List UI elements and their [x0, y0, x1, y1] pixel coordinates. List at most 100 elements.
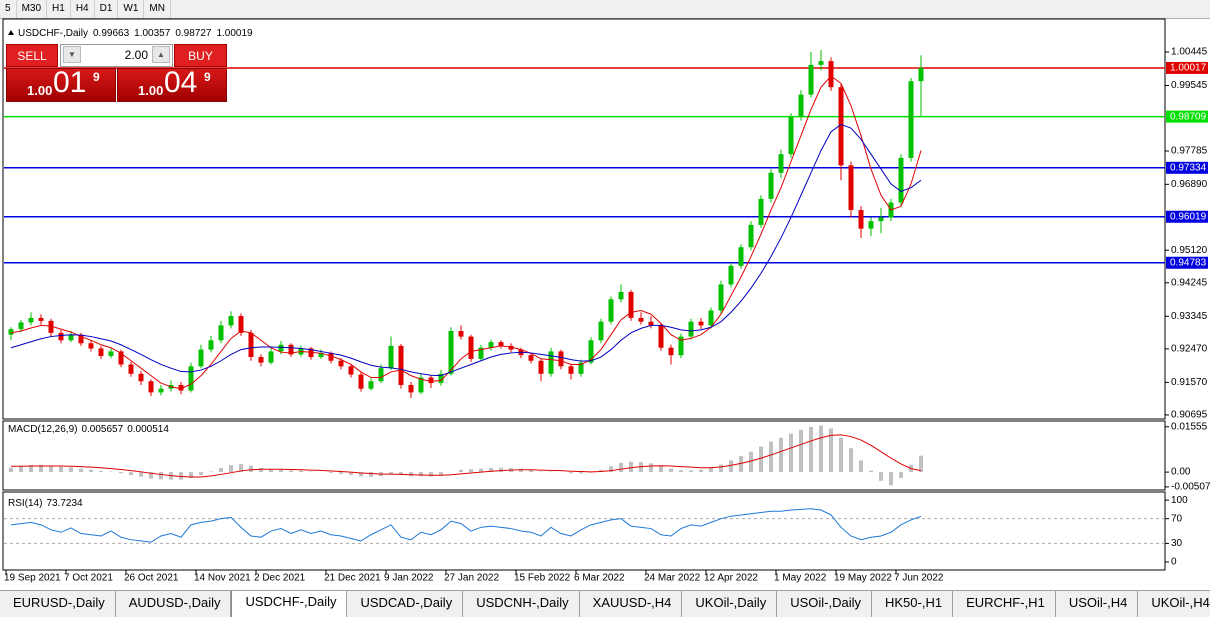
y-tick-label: 0.01555	[1171, 421, 1208, 432]
timeframe-button[interactable]: D1	[95, 0, 119, 18]
candle-body	[578, 362, 584, 374]
candle-body	[398, 345, 404, 385]
candle-body	[618, 291, 624, 300]
candle-body	[488, 342, 494, 348]
ohlc-value: 1.00357	[134, 28, 171, 39]
candle-body	[598, 321, 604, 341]
macd-bar	[659, 465, 663, 473]
macd-bar	[869, 470, 873, 473]
x-tick-label: 15 Feb 2022	[514, 573, 571, 584]
candle-body	[718, 284, 724, 311]
macd-bar	[479, 468, 483, 473]
macd-bar	[89, 469, 93, 473]
price-level-label: 1.00017	[1170, 63, 1207, 74]
indicator-value: 73.7234	[46, 498, 83, 509]
macd-bar	[819, 425, 823, 473]
y-tick-label: 0.92470	[1171, 343, 1208, 354]
chart-tab[interactable]: XAUUSD-,H4	[580, 591, 683, 617]
price-level-label: 0.96019	[1170, 211, 1207, 222]
sell-button[interactable]: SELL	[6, 44, 58, 67]
chart-tab[interactable]: USDCAD-,Daily	[347, 591, 464, 617]
timeframe-button[interactable]: H1	[47, 0, 71, 18]
chart-tab[interactable]: EURUSD-,Daily	[0, 591, 116, 617]
candle-body	[158, 388, 164, 393]
y-tick-label: 100	[1171, 495, 1188, 506]
buy-button[interactable]: BUY	[174, 44, 227, 67]
macd-bar	[549, 471, 553, 473]
candle-body	[788, 116, 794, 155]
macd-bar	[199, 472, 203, 476]
timeframe-button[interactable]: MN	[144, 0, 171, 18]
buy-price[interactable]: 1.00 04 9	[117, 66, 227, 102]
price-sup: 9	[204, 70, 211, 84]
macd-bar	[739, 456, 743, 473]
macd-bar	[439, 472, 443, 476]
chart-tab[interactable]: UKOil-,H4	[1138, 591, 1210, 617]
macd-bar	[129, 472, 133, 476]
macd-bar	[259, 468, 263, 473]
chart-tab[interactable]: USDCHF-,Daily	[231, 591, 348, 617]
moving-average	[10, 75, 922, 390]
timeframe-button[interactable]: W1	[118, 0, 145, 18]
chart-tab[interactable]: USDCNH-,Daily	[463, 591, 580, 617]
macd-bar	[849, 448, 853, 473]
macd-bar	[619, 462, 623, 473]
candle-body	[838, 87, 844, 166]
macd-bar	[529, 469, 533, 473]
chart-tab[interactable]: AUDUSD-,Daily	[116, 591, 232, 617]
macd-bar	[419, 472, 423, 477]
macd-bar	[809, 426, 813, 473]
rsi-line	[10, 508, 922, 543]
candle-body	[848, 165, 854, 211]
candle-body	[38, 317, 44, 321]
candle-body	[688, 321, 694, 337]
macd-bar	[489, 468, 493, 473]
macd-bar	[839, 437, 843, 473]
candle-body	[218, 325, 224, 341]
macd-bar	[9, 467, 13, 473]
macd-bar	[389, 472, 393, 475]
macd-bar	[59, 466, 63, 473]
candle-body	[778, 154, 784, 173]
macd-bar	[749, 451, 753, 473]
candle-body	[588, 340, 594, 363]
candle-body	[358, 374, 364, 389]
macd-bar	[679, 470, 683, 473]
macd-bar	[579, 472, 583, 474]
macd-bar	[239, 463, 243, 473]
price-level-box	[1166, 161, 1208, 174]
macd-bar	[39, 464, 43, 473]
macd-bar	[829, 428, 833, 473]
lot-up[interactable]: ▲	[152, 46, 170, 63]
candle-body	[808, 64, 814, 95]
candle-body	[108, 351, 114, 356]
sell-price[interactable]: 1.00 01 9	[6, 66, 116, 102]
macd-bar	[879, 472, 883, 481]
macd-bar	[139, 472, 143, 477]
timeframe-button[interactable]: H4	[71, 0, 95, 18]
chart-tab[interactable]: USOil-,Daily	[777, 591, 872, 617]
macd-bar	[789, 433, 793, 473]
candle-body	[458, 330, 464, 337]
timeframe-button[interactable]: M30	[17, 0, 48, 18]
collapse-icon	[8, 30, 14, 35]
chart-tab[interactable]: HK50-,H1	[872, 591, 954, 617]
lot-input[interactable]: 2.00	[60, 44, 173, 67]
timeframe-button[interactable]: 5	[0, 0, 17, 18]
candle-body	[288, 344, 294, 355]
candle-body	[878, 217, 884, 222]
candle-body	[508, 345, 514, 350]
macd-bar	[179, 472, 183, 480]
chart-tab[interactable]: UKOil-,Daily	[682, 591, 778, 617]
indicator-value: 0.005657	[81, 424, 123, 435]
candle-body	[498, 342, 504, 346]
macd-bar	[149, 472, 153, 479]
lot-down[interactable]: ▼	[63, 46, 81, 63]
candle-body	[918, 67, 924, 82]
chart-tab[interactable]: EURCHF-,H1	[953, 591, 1056, 617]
chart-tab[interactable]: USOil-,H4	[1056, 591, 1139, 617]
macd-bar	[719, 464, 723, 473]
macd-bar	[629, 461, 633, 473]
price-big: 01	[53, 66, 87, 99]
candle-body	[478, 347, 484, 359]
